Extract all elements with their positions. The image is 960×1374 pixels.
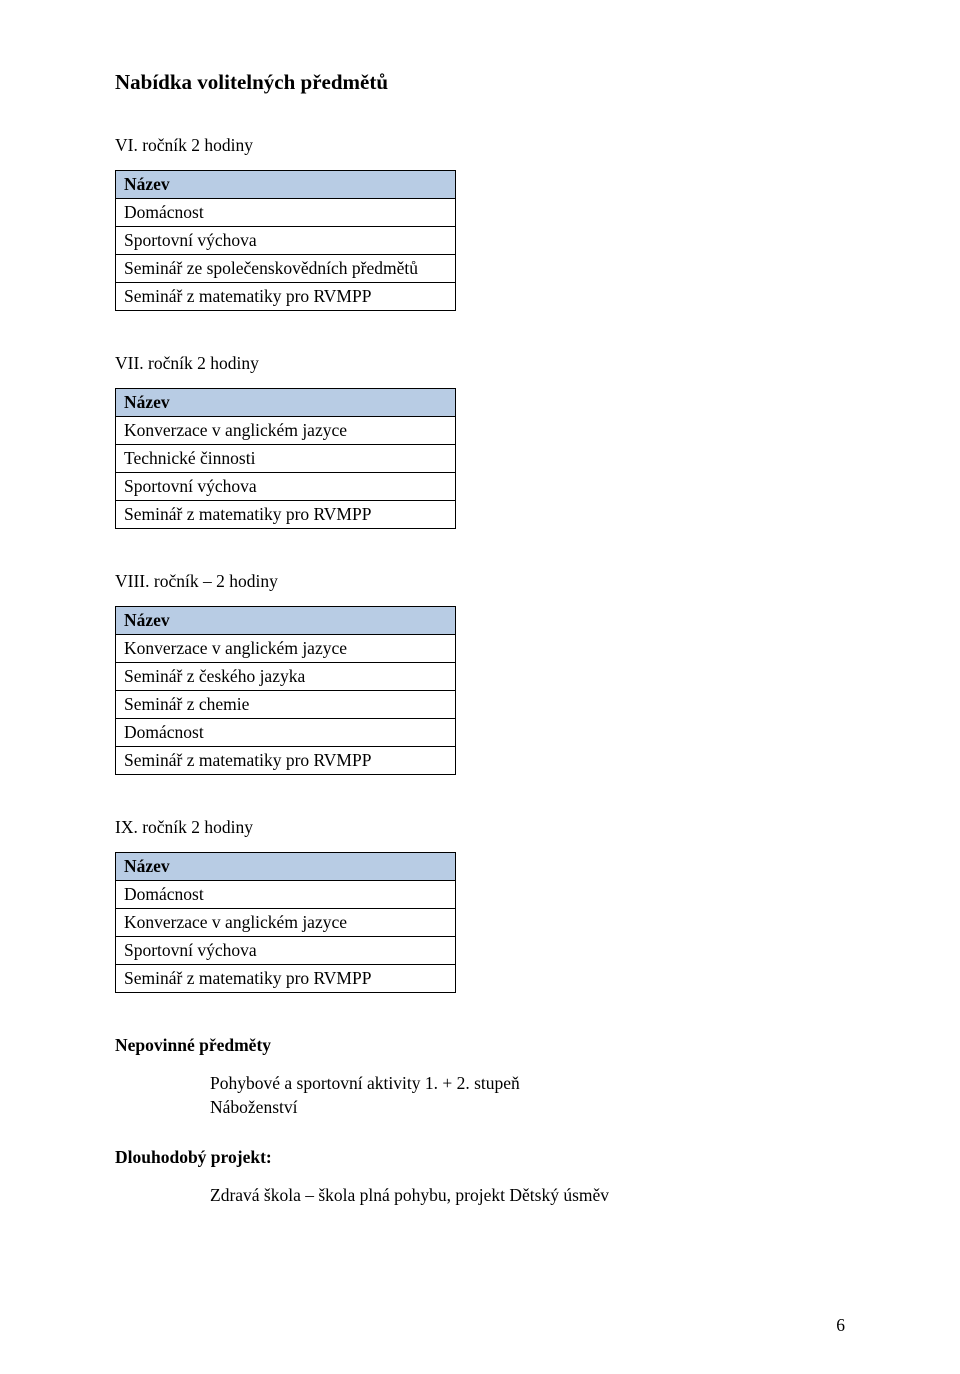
subject-table: NázevDomácnostKonverzace v anglickém jaz… xyxy=(115,852,456,993)
page: Nabídka volitelných předmětů VI. ročník … xyxy=(0,0,960,1374)
nepovinne-line: Náboženství xyxy=(210,1096,845,1120)
table-header: Název xyxy=(116,853,456,881)
subject-table: NázevKonverzace v anglickém jazyceTechni… xyxy=(115,388,456,529)
table-row: Seminář ze společenskovědních předmětů xyxy=(116,255,456,283)
projekt-heading: Dlouhodobý projekt: xyxy=(115,1147,845,1168)
grade-label: VII. ročník 2 hodiny xyxy=(115,353,845,374)
table-row: Domácnost xyxy=(116,199,456,227)
subject-table: NázevKonverzace v anglickém jazyceSeminá… xyxy=(115,606,456,775)
subject-table: NázevDomácnostSportovní výchovaSeminář z… xyxy=(115,170,456,311)
grade-section: VIII. ročník – 2 hodiny NázevKonverzace v… xyxy=(115,571,845,775)
table-row: Domácnost xyxy=(116,719,456,747)
grades-container: VI. ročník 2 hodinyNázevDomácnostSportov… xyxy=(115,135,845,993)
table-row: Seminář z matematiky pro RVMPP xyxy=(116,501,456,529)
nepovinne-lines: Pohybové a sportovní aktivity 1. + 2. st… xyxy=(210,1072,845,1119)
nepovinne-line: Pohybové a sportovní aktivity 1. + 2. st… xyxy=(210,1072,845,1096)
table-row: Sportovní výchova xyxy=(116,227,456,255)
table-row: Seminář z českého jazyka xyxy=(116,663,456,691)
table-row: Seminář z chemie xyxy=(116,691,456,719)
projekt-line: Zdravá škola – škola plná pohybu, projek… xyxy=(210,1184,845,1208)
grade-label: IX. ročník 2 hodiny xyxy=(115,817,845,838)
table-row: Konverzace v anglickém jazyce xyxy=(116,909,456,937)
table-row: Technické činnosti xyxy=(116,445,456,473)
table-row: Seminář z matematiky pro RVMPP xyxy=(116,283,456,311)
page-number: 6 xyxy=(836,1315,845,1336)
table-header: Název xyxy=(116,607,456,635)
table-row: Konverzace v anglickém jazyce xyxy=(116,417,456,445)
table-row: Sportovní výchova xyxy=(116,937,456,965)
grade-label: VI. ročník 2 hodiny xyxy=(115,135,845,156)
nepovinne-heading: Nepovinné předměty xyxy=(115,1035,845,1056)
table-header: Název xyxy=(116,389,456,417)
table-row: Domácnost xyxy=(116,881,456,909)
table-row: Sportovní výchova xyxy=(116,473,456,501)
table-header: Název xyxy=(116,171,456,199)
page-title: Nabídka volitelných předmětů xyxy=(115,70,845,95)
table-row: Seminář z matematiky pro RVMPP xyxy=(116,747,456,775)
grade-label: VIII. ročník – 2 hodiny xyxy=(115,571,845,592)
table-row: Seminář z matematiky pro RVMPP xyxy=(116,965,456,993)
grade-section: VII. ročník 2 hodiny NázevKonverzace v an… xyxy=(115,353,845,529)
table-row: Konverzace v anglickém jazyce xyxy=(116,635,456,663)
grade-section: VI. ročník 2 hodiny NázevDomácnostSportov… xyxy=(115,135,845,311)
grade-section: IX. ročník 2 hodiny NázevDomácnostKonverz… xyxy=(115,817,845,993)
